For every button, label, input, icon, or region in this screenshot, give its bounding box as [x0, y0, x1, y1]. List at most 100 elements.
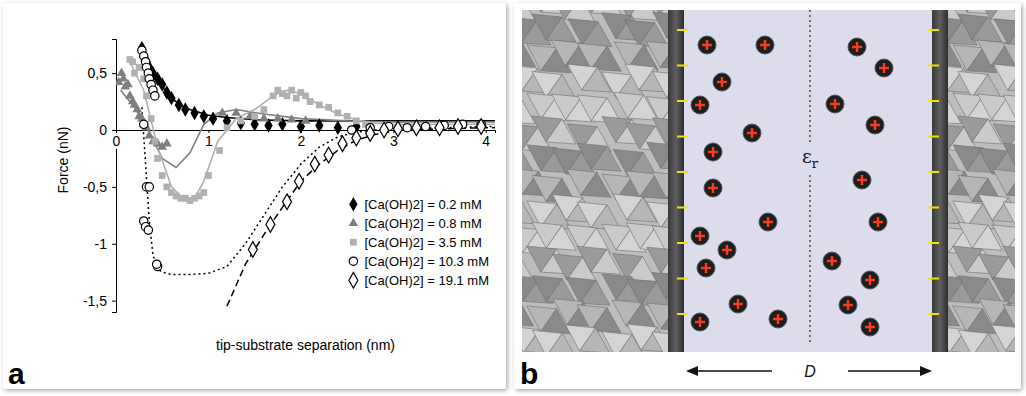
- cation-sign: [699, 100, 701, 110]
- label-bg: [800, 144, 821, 172]
- midplane: [809, 10, 810, 344]
- cation-body: [869, 213, 887, 231]
- data-point: [209, 111, 217, 125]
- crystal-bg: [522, 10, 670, 352]
- crystal: [522, 10, 670, 352]
- cation-body: [826, 95, 844, 113]
- data-point: [200, 109, 208, 123]
- x-tick: 0: [112, 130, 122, 149]
- data-point: [380, 122, 389, 138]
- cation-body: [839, 296, 857, 314]
- data-point: [366, 126, 375, 142]
- cation-sign: [777, 314, 779, 324]
- solution: [684, 10, 932, 352]
- crystal-facet: [591, 249, 621, 274]
- surface-charge: [928, 242, 939, 244]
- legend-marker: [349, 272, 358, 288]
- data-point: [334, 110, 341, 117]
- cation-body: [704, 143, 722, 161]
- y-tick: -1: [95, 236, 116, 252]
- fit-line: [227, 128, 495, 307]
- data-point: [159, 172, 166, 179]
- cation: [848, 38, 866, 56]
- data-point: [454, 119, 463, 135]
- cation: [704, 179, 722, 197]
- data-point: [144, 226, 152, 234]
- cation: [769, 310, 787, 328]
- data-point: [148, 115, 155, 122]
- data-point: [352, 130, 361, 146]
- cation-sign: [705, 263, 707, 273]
- tick-label: 0: [113, 133, 121, 149]
- data-point: [301, 115, 311, 123]
- legend-marker: [350, 239, 357, 246]
- cation-body: [713, 73, 731, 91]
- cation-body: [853, 171, 871, 189]
- surface-charge: [928, 65, 939, 67]
- data-point: [162, 138, 172, 146]
- data-point: [477, 119, 486, 135]
- y-tick: -1,5: [83, 293, 116, 309]
- data-point: [167, 91, 175, 105]
- cation-sign: [883, 63, 885, 73]
- data-point: [251, 113, 258, 120]
- cation: [691, 227, 709, 245]
- data-point: [217, 107, 227, 115]
- data-point: [353, 118, 360, 125]
- data-point: [231, 107, 241, 115]
- wall: [932, 10, 948, 352]
- data-point: [421, 122, 429, 130]
- data-point: [266, 217, 275, 233]
- data-point: [140, 120, 148, 128]
- cation: [704, 143, 722, 161]
- data-point: [117, 68, 127, 76]
- tick-mark: [112, 73, 116, 74]
- cation-sign: [726, 245, 728, 255]
- data-point: [152, 260, 160, 268]
- data-point: [310, 156, 319, 172]
- surface-charge: [677, 100, 688, 102]
- cation-body: [729, 295, 747, 313]
- tick-label: 4: [482, 133, 490, 149]
- cation: [823, 252, 841, 270]
- data-point: [295, 173, 304, 189]
- data-point: [287, 114, 297, 122]
- plot-area: [116, 41, 495, 306]
- data-point: [412, 120, 421, 136]
- data-point: [316, 102, 323, 109]
- data-point: [288, 87, 295, 94]
- legend-label: [Ca(OH)2] = 0.8 mM: [364, 216, 481, 231]
- data-point: [205, 172, 212, 179]
- surface-charge: [677, 171, 688, 173]
- tick-label: 0,5: [88, 65, 108, 81]
- cation-body: [691, 227, 709, 245]
- symbol: ε: [802, 145, 812, 167]
- cation-sign: [767, 217, 769, 227]
- data-point: [123, 79, 133, 87]
- legend-label: [Ca(OH)2] = 0.2 mM: [364, 197, 481, 212]
- data-point: [344, 113, 351, 120]
- data-point: [200, 189, 207, 196]
- data-point: [338, 136, 347, 152]
- crystal-facet: [580, 280, 610, 305]
- cation-sign: [712, 147, 714, 157]
- legend-item: [Ca(OH)2] = 0.2 mM: [349, 197, 482, 212]
- crystal-facet: [526, 351, 556, 352]
- crystal-facet: [580, 328, 610, 352]
- crystal-facet: [952, 351, 982, 352]
- data-point: [119, 73, 129, 81]
- axis-title: Force (nN): [55, 127, 71, 194]
- cation-sign: [856, 42, 858, 52]
- axis-line: [112, 40, 117, 313]
- crystal-facet: [652, 273, 670, 299]
- data-point: [248, 242, 257, 258]
- cation-body: [861, 318, 879, 336]
- cation-sign: [699, 231, 701, 241]
- cation-sign: [764, 40, 766, 50]
- cation-body: [697, 259, 715, 277]
- cation: [713, 73, 731, 91]
- data-point: [324, 147, 333, 163]
- surface-charge: [928, 278, 939, 280]
- cation: [853, 171, 871, 189]
- data-point: [129, 58, 136, 65]
